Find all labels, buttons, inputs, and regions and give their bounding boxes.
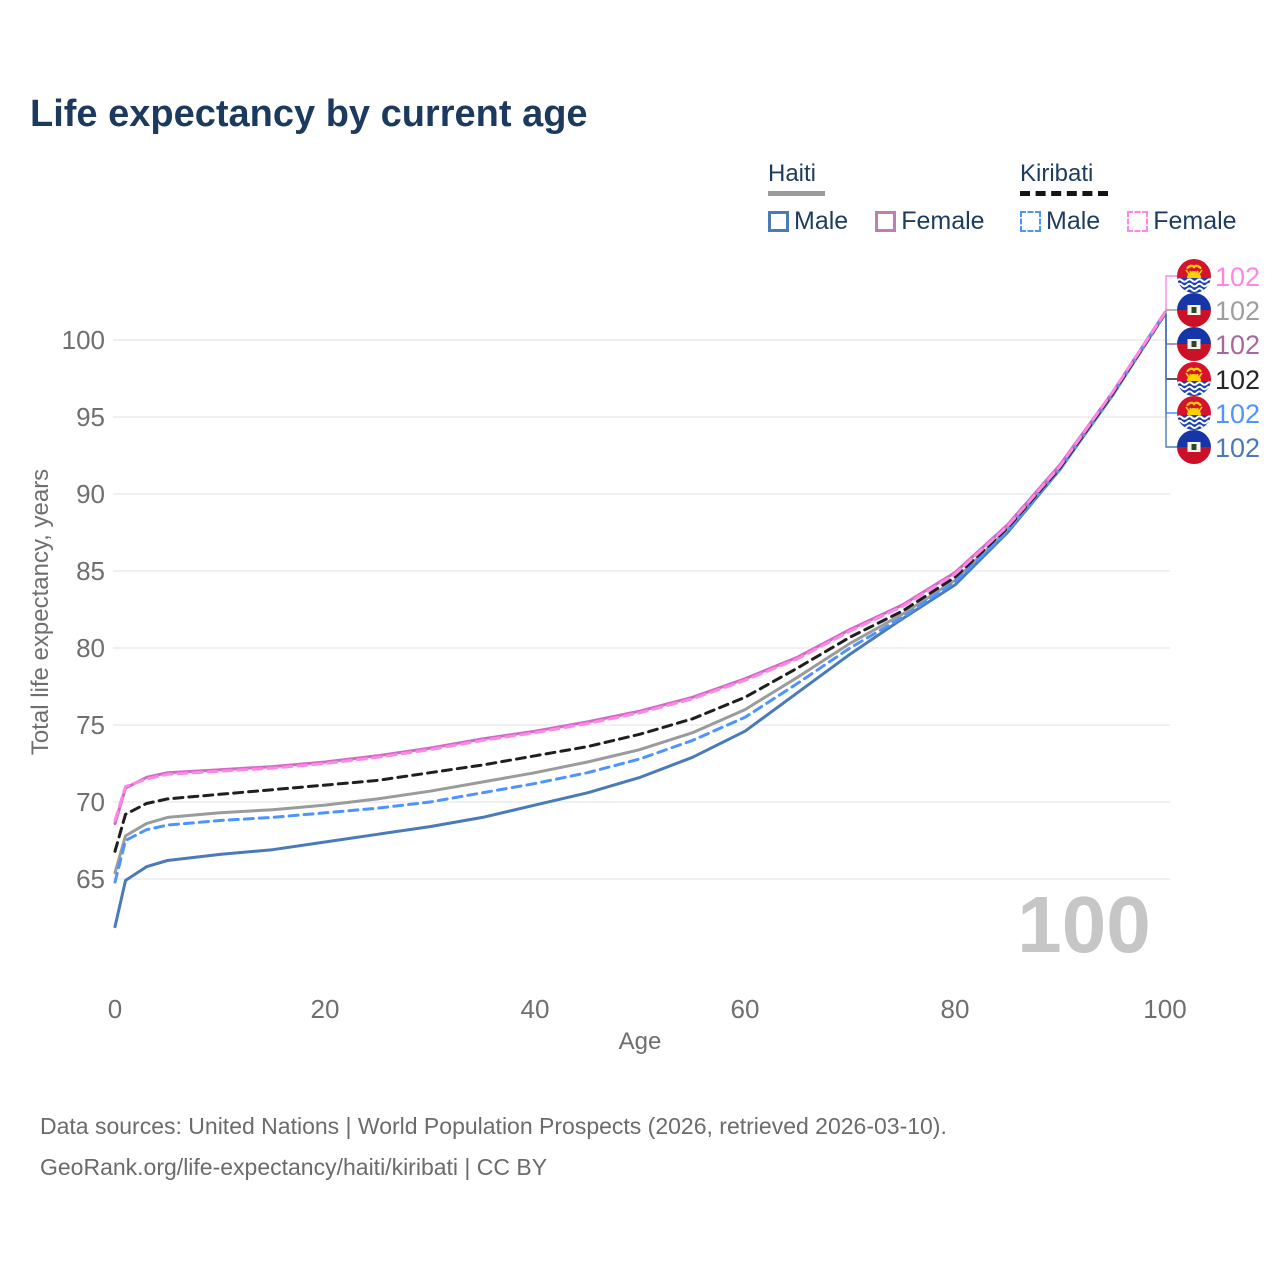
line-haiti-female[interactable] xyxy=(113,310,1167,826)
kiribati-male-swatch xyxy=(1020,211,1041,232)
kiribati-female-swatch xyxy=(1127,211,1149,232)
x-tick-label: 0 xyxy=(108,994,122,1024)
line-kiribati-both[interactable] xyxy=(113,312,1167,853)
legend-country-haiti[interactable]: Haiti xyxy=(768,160,817,187)
haiti-flag-icon xyxy=(1177,327,1211,361)
y-tick-label: 100 xyxy=(62,325,105,355)
x-tick-label: 60 xyxy=(731,994,760,1024)
haiti-female-swatch xyxy=(875,211,897,232)
plot-area[interactable] xyxy=(113,335,1170,1000)
haiti-flag-icon xyxy=(1177,430,1211,464)
footer: Data sources: United Nations | World Pop… xyxy=(40,1106,947,1188)
legend-item-kiribati-female[interactable]: Female xyxy=(1127,207,1237,236)
y-tick-label: 90 xyxy=(76,479,105,509)
legend-group-haiti: Haiti Male Female xyxy=(768,160,1012,236)
legend-label-haiti-male: Male xyxy=(794,207,849,235)
line-kiribati-female[interactable] xyxy=(113,311,1167,822)
kiribati-flag-icon xyxy=(1177,362,1211,396)
end-label-leader xyxy=(1165,275,1177,314)
kiribati-line-style-swatch xyxy=(1020,191,1108,196)
end-label-leader xyxy=(1165,309,1177,314)
end-value-label: 102 xyxy=(1215,365,1260,395)
y-tick-label: 65 xyxy=(76,864,105,894)
y-tick-label: 80 xyxy=(76,633,105,663)
x-tick-label: 80 xyxy=(941,994,970,1024)
page-title: Life expectancy by current age xyxy=(30,93,588,135)
end-value-label: 102 xyxy=(1215,399,1260,429)
y-tick-label: 95 xyxy=(76,402,105,432)
y-tick-label: 75 xyxy=(76,710,105,740)
haiti-flag-icon xyxy=(1177,293,1211,327)
line-kiribati-male[interactable] xyxy=(113,312,1167,884)
kiribati-flag-icon xyxy=(1177,396,1211,430)
legend-label-haiti-female: Female xyxy=(901,207,985,235)
hover-age-watermark: 100 xyxy=(1017,880,1150,969)
legend-label-kiribati-male: Male xyxy=(1046,207,1101,235)
kiribati-flag-icon xyxy=(1177,259,1211,293)
x-tick-label: 40 xyxy=(521,994,550,1024)
x-tick-label: 20 xyxy=(311,994,340,1024)
end-value-label: 102 xyxy=(1215,296,1260,326)
y-tick-label: 70 xyxy=(76,787,105,817)
x-axis-title: Age xyxy=(619,1028,662,1055)
legend-country-kiribati[interactable]: Kiribati xyxy=(1020,160,1094,187)
legend-label-kiribati-female: Female xyxy=(1153,207,1237,235)
end-value-label: 102 xyxy=(1215,262,1260,292)
legend-item-haiti-female[interactable]: Female xyxy=(875,207,985,236)
haiti-male-swatch xyxy=(768,211,789,232)
haiti-line-style-swatch xyxy=(768,191,825,196)
end-value-label: 102 xyxy=(1215,433,1260,463)
y-axis-title: Total life expectancy, years xyxy=(27,469,54,755)
line-haiti-male[interactable] xyxy=(113,312,1167,929)
end-value-label: 102 xyxy=(1215,330,1260,360)
legend-item-kiribati-male[interactable]: Male xyxy=(1020,207,1100,236)
x-tick-label: 100 xyxy=(1143,994,1186,1024)
end-label-leader xyxy=(1165,313,1177,448)
attribution-text: GeoRank.org/life-expectancy/haiti/kiriba… xyxy=(40,1154,548,1180)
legend-item-haiti-male[interactable]: Male xyxy=(768,207,848,236)
y-tick-label: 85 xyxy=(76,556,105,586)
data-sources-text: Data sources: United Nations | World Pop… xyxy=(40,1113,947,1139)
legend-group-kiribati: Kiribati Male Female xyxy=(1020,160,1264,236)
